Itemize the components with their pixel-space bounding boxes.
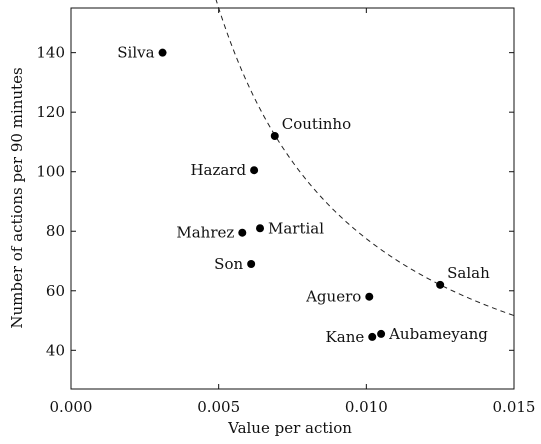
y-tick-label: 120	[36, 103, 65, 121]
dashed-trend-curve	[215, 0, 515, 317]
x-tick-label: 0.010	[345, 398, 388, 416]
plot-frame	[70, 7, 515, 390]
data-point	[256, 224, 265, 233]
point-label: Hazard	[190, 161, 246, 179]
point-label: Martial	[268, 219, 324, 237]
x-tick-label: 0.015	[493, 398, 536, 416]
data-point	[247, 259, 256, 268]
trend-curve-layer	[215, 0, 515, 317]
y-tick-label: 60	[46, 282, 65, 300]
x-axis-label: Value per action	[227, 419, 352, 437]
x-tick-label: 0.000	[50, 398, 93, 416]
data-point	[368, 332, 377, 341]
data-point	[238, 228, 247, 237]
y-tick-label: 40	[46, 341, 65, 359]
y-tick-label: 140	[36, 44, 65, 62]
point-label: Silva	[117, 44, 154, 62]
y-tick-label: 100	[36, 163, 65, 181]
data-points: Silva Coutinho Hazard Mahrez Martial Son Aguer…	[117, 44, 490, 346]
point-label: Kane	[326, 328, 365, 346]
axis-ticks: 0.000 0.005 0.010 0.015 40 60 80 100 120 140	[36, 8, 535, 416]
point-label: Aubameyang	[388, 325, 488, 343]
data-point	[158, 48, 167, 57]
point-label: Salah	[447, 264, 490, 282]
y-axis-label: Number of actions per 90 minutes	[8, 67, 26, 328]
data-point	[250, 166, 259, 175]
data-point	[436, 280, 445, 289]
data-point	[377, 329, 386, 338]
data-point	[270, 131, 279, 140]
point-label: Son	[214, 255, 243, 273]
y-tick-label: 80	[46, 222, 65, 240]
x-tick-label: 0.005	[197, 398, 240, 416]
point-label: Aguero	[305, 288, 361, 306]
point-label: Mahrez	[176, 224, 234, 242]
data-point	[365, 292, 374, 301]
point-label: Coutinho	[282, 115, 351, 133]
